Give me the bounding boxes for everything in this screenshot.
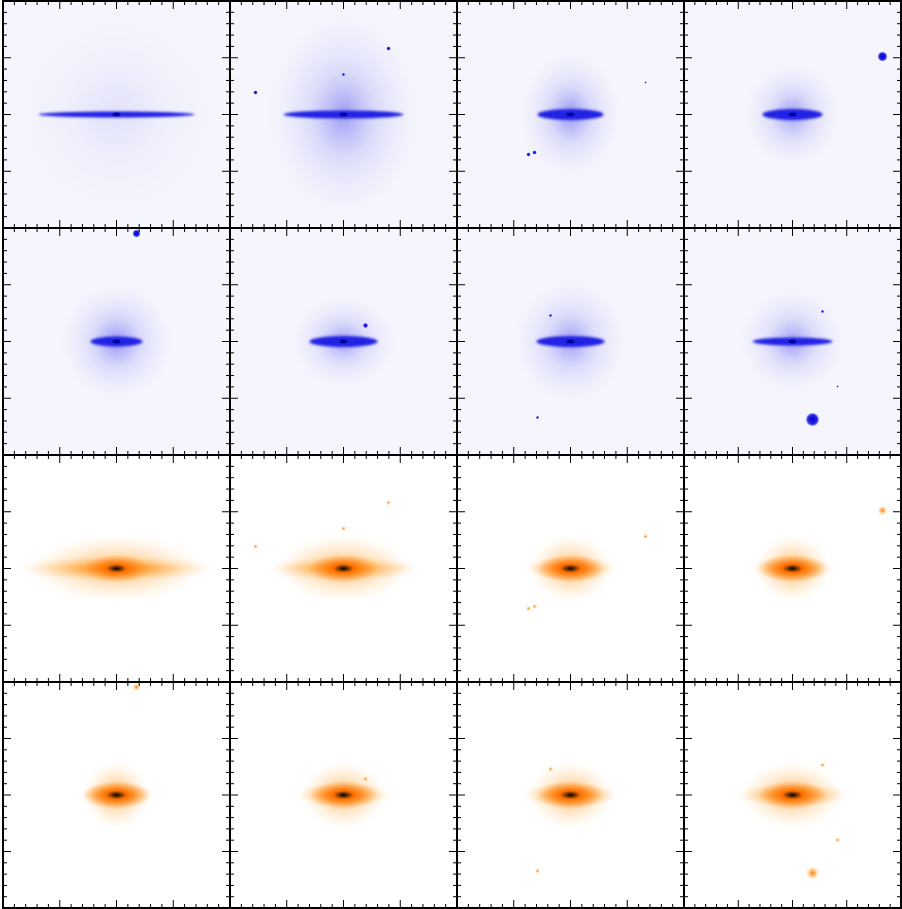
- satellite: [132, 229, 141, 238]
- bulge: [309, 554, 378, 583]
- panel-frame: [683, 681, 902, 909]
- satellite: [835, 837, 840, 843]
- satellite: [536, 416, 539, 419]
- satellite: [132, 683, 141, 691]
- satellite: [342, 73, 345, 76]
- panel: [3, 455, 230, 682]
- bulge: [82, 554, 151, 583]
- bulge: [536, 554, 605, 583]
- satellite: [820, 762, 825, 768]
- bulge: [309, 781, 378, 809]
- panel: [457, 682, 684, 908]
- panel: [3, 1, 230, 228]
- satellite: [877, 505, 888, 516]
- bulge: [82, 781, 151, 809]
- panel: [3, 228, 230, 455]
- satellite: [548, 766, 553, 772]
- satellite: [363, 776, 368, 782]
- panel: [230, 682, 457, 908]
- panel: [684, 455, 901, 682]
- panel: [684, 228, 901, 455]
- satellite: [526, 152, 531, 157]
- core: [339, 339, 348, 344]
- panel: [230, 455, 457, 682]
- satellite: [386, 500, 391, 505]
- panel: [684, 1, 901, 228]
- core: [339, 112, 348, 117]
- satellite: [805, 866, 820, 880]
- satellite: [386, 46, 391, 51]
- satellite: [532, 604, 537, 609]
- bulge: [536, 781, 605, 809]
- core: [566, 112, 575, 117]
- satellite: [253, 90, 258, 95]
- panel: [3, 682, 230, 908]
- satellite: [532, 150, 537, 155]
- satellite: [821, 310, 824, 313]
- satellite: [526, 606, 531, 611]
- satellite: [836, 385, 839, 388]
- panel: [457, 228, 684, 455]
- satellite: [535, 868, 540, 874]
- bulge: [758, 554, 827, 583]
- core: [112, 339, 121, 344]
- satellite: [805, 412, 820, 427]
- panel: [684, 682, 901, 908]
- satellite: [363, 323, 368, 328]
- satellite: [253, 544, 258, 549]
- satellite: [549, 314, 552, 317]
- panel: [230, 228, 457, 455]
- satellite: [643, 534, 648, 539]
- core: [788, 112, 797, 117]
- core: [788, 339, 797, 344]
- core: [112, 112, 121, 117]
- satellite: [341, 526, 346, 531]
- panel: [457, 455, 684, 682]
- satellite: [644, 81, 647, 84]
- bulge: [758, 781, 827, 809]
- satellite: [877, 51, 888, 62]
- panel: [230, 1, 457, 228]
- panel: [457, 1, 684, 228]
- core: [566, 339, 575, 344]
